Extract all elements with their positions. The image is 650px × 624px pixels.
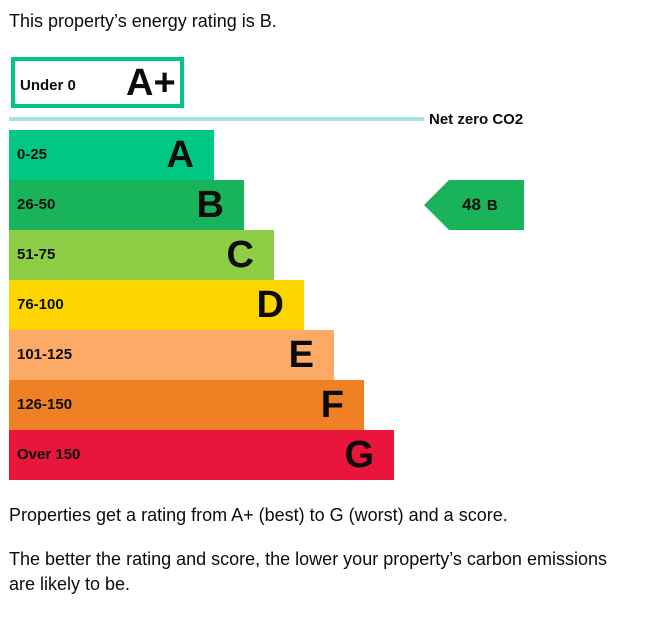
band-b: 26-50 B bbox=[9, 180, 244, 230]
band-a-plus: Under 0 A+ bbox=[11, 57, 184, 108]
band-c-range: 51-75 bbox=[17, 246, 56, 263]
current-rating-letter: B bbox=[486, 197, 498, 214]
band-a-plus-letter: A+ bbox=[126, 62, 176, 104]
band-c-letter: C bbox=[226, 234, 254, 276]
band-d-letter: D bbox=[256, 284, 284, 326]
energy-rating-chart: Under 0 A+ Net zero CO2 0-25 A 26-50 B 51-75… bbox=[9, 57, 524, 480]
band-e-letter: E bbox=[288, 334, 314, 376]
current-score: 48 bbox=[462, 195, 481, 214]
band-g: Over 150 G bbox=[9, 430, 394, 480]
band-g-range: Over 150 bbox=[17, 446, 81, 463]
band-f-letter: F bbox=[320, 384, 344, 426]
band-a: 0-25 A bbox=[9, 130, 214, 180]
band-d-range: 76-100 bbox=[17, 296, 64, 313]
net-zero-label: Net zero CO2 bbox=[429, 111, 524, 128]
band-f: 126-150 F bbox=[9, 380, 364, 430]
emissions-explanation: The better the rating and score, the low… bbox=[9, 549, 607, 594]
band-a-letter: A bbox=[166, 134, 194, 176]
band-f-range: 126-150 bbox=[17, 396, 73, 413]
band-b-range: 26-50 bbox=[17, 196, 56, 213]
band-g-letter: G bbox=[344, 434, 374, 476]
net-zero-line bbox=[9, 117, 424, 121]
rating-explanation: Properties get a rating from A+ (best) t… bbox=[9, 505, 508, 525]
band-e: 101-125 E bbox=[9, 330, 334, 380]
band-c: 51-75 C bbox=[9, 230, 274, 280]
rating-summary: This property’s energy rating is B. bbox=[9, 11, 277, 31]
band-d: 76-100 D bbox=[9, 280, 304, 330]
current-rating-arrow bbox=[424, 180, 524, 230]
band-e-range: 101-125 bbox=[17, 346, 73, 363]
band-a-range: 0-25 bbox=[17, 146, 48, 163]
band-b-letter: B bbox=[196, 184, 224, 226]
band-a-plus-range: Under 0 bbox=[20, 77, 76, 94]
current-rating-marker: 48 B bbox=[424, 180, 524, 230]
